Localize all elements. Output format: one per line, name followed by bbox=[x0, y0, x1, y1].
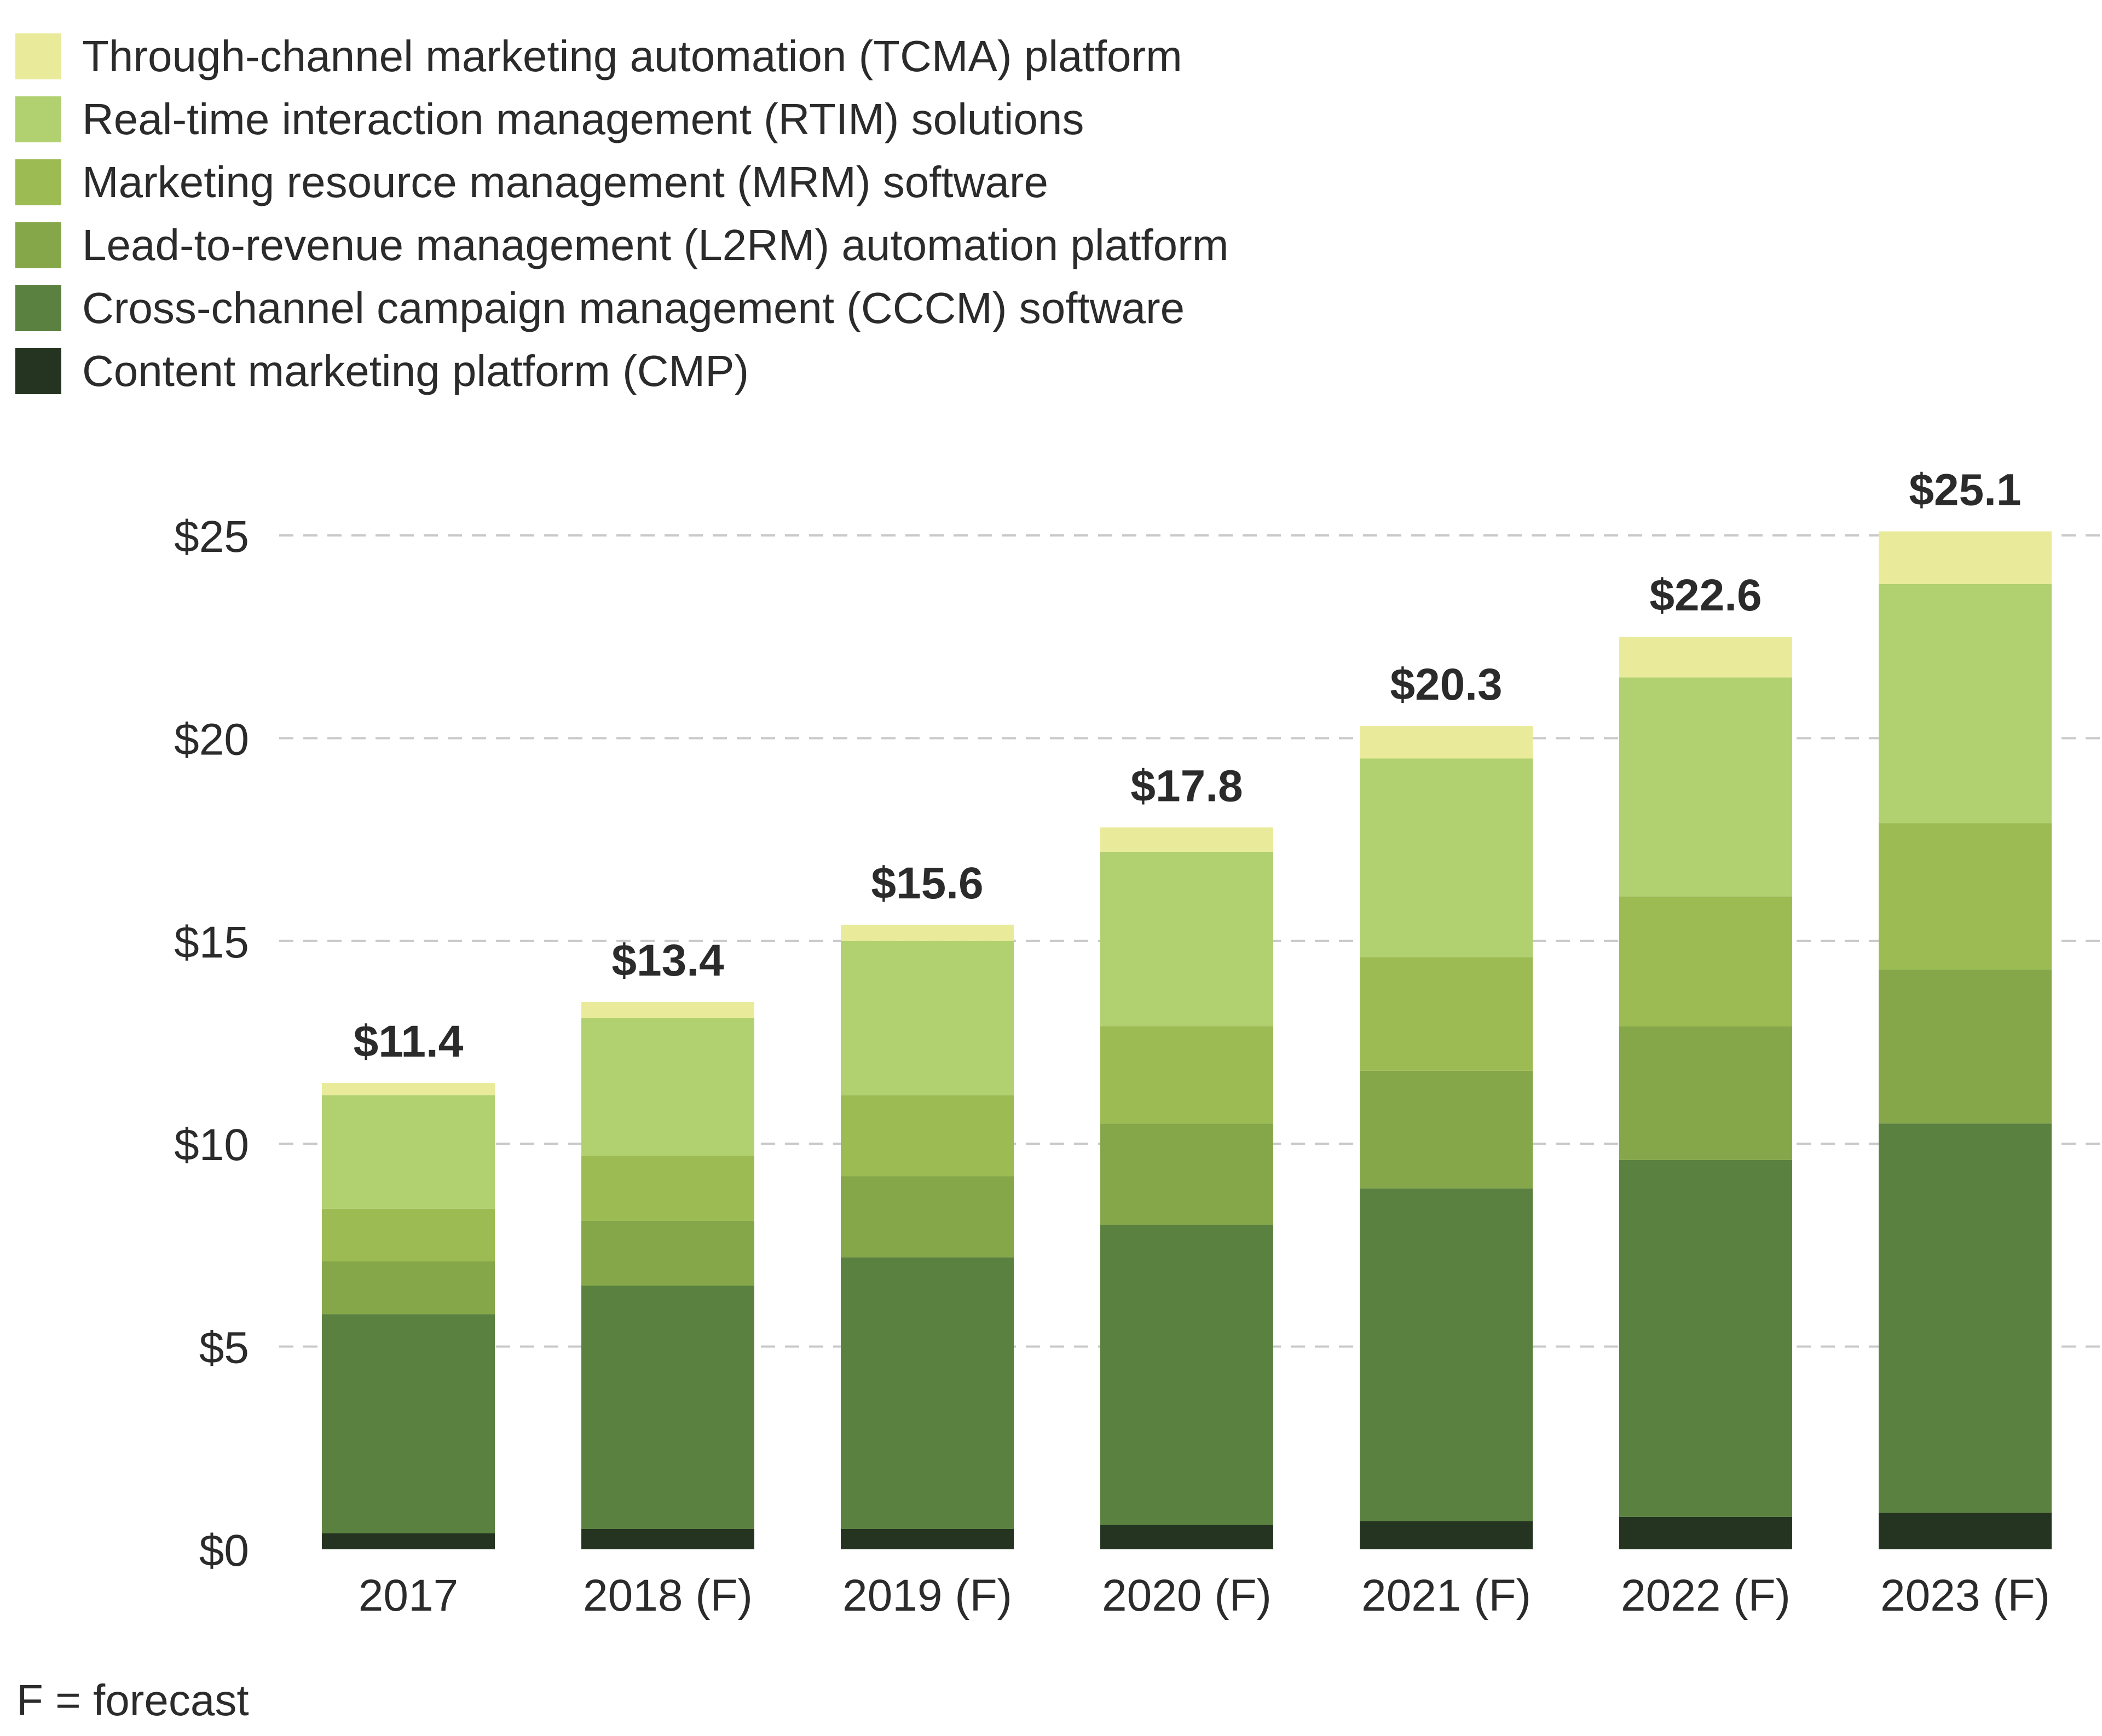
bar-total-label: $15.6 bbox=[871, 858, 983, 908]
bar-segment bbox=[841, 1095, 1014, 1176]
bar-segment bbox=[841, 1529, 1014, 1549]
legend-swatch bbox=[15, 33, 61, 79]
bar-segment bbox=[1100, 1026, 1273, 1124]
bar-segment bbox=[1619, 677, 1792, 897]
legend-label: Content marketing platform (CMP) bbox=[82, 346, 749, 395]
legend-swatch bbox=[15, 96, 61, 142]
bar-segment bbox=[1619, 1026, 1792, 1160]
bar-segment bbox=[1619, 637, 1792, 678]
bar-total-label: $22.6 bbox=[1649, 570, 1762, 620]
legend-swatch bbox=[15, 285, 61, 331]
legend-swatch bbox=[15, 222, 61, 268]
bar-segment bbox=[581, 1001, 754, 1018]
legend: Through-channel marketing automation (TC… bbox=[15, 25, 1228, 402]
legend-label: Marketing resource management (MRM) soft… bbox=[82, 157, 1049, 206]
legend-label: Through-channel marketing automation (TC… bbox=[82, 31, 1182, 80]
bar-segment bbox=[1360, 1070, 1533, 1189]
bar-segment bbox=[322, 1261, 495, 1314]
bar-segment bbox=[1100, 1225, 1273, 1525]
bar-segment bbox=[1619, 896, 1792, 1026]
bar-segment bbox=[841, 941, 1014, 1095]
bar-segment bbox=[1360, 957, 1533, 1071]
bar-segment bbox=[322, 1208, 495, 1262]
bar-segment bbox=[322, 1083, 495, 1095]
bar-segment bbox=[841, 1176, 1014, 1258]
bar-segment bbox=[581, 1220, 754, 1286]
bar-segment bbox=[581, 1529, 754, 1549]
bar-segment bbox=[1360, 1188, 1533, 1521]
bar-segment bbox=[1879, 1513, 2052, 1549]
legend-label: Cross-channel campaign management (CCCM)… bbox=[82, 283, 1185, 332]
bar-segment bbox=[1879, 531, 2052, 584]
bar-segment bbox=[1879, 1123, 2052, 1513]
bar-segment bbox=[1360, 726, 1533, 759]
bar-segment bbox=[1879, 969, 2052, 1124]
bar-segment bbox=[1360, 1521, 1533, 1549]
legend-item: Cross-channel campaign management (CCCM)… bbox=[15, 276, 1228, 339]
bar-segment bbox=[1100, 1123, 1273, 1225]
x-tick-label: 2023 (F) bbox=[1880, 1571, 2050, 1620]
footnote: F = forecast bbox=[16, 1676, 249, 1725]
legend-item: Through-channel marketing automation (TC… bbox=[15, 25, 1228, 88]
bar-segment bbox=[1879, 584, 2052, 823]
y-tick-label: $10 bbox=[174, 1120, 249, 1170]
x-tick-label: 2019 (F) bbox=[842, 1571, 1012, 1620]
bar-segment bbox=[1879, 823, 2052, 970]
bar-segment bbox=[581, 1018, 754, 1156]
bar-segment bbox=[581, 1285, 754, 1529]
bar-segment bbox=[1100, 851, 1273, 1026]
bar-segment bbox=[841, 1257, 1014, 1529]
bar-total-label: $20.3 bbox=[1390, 660, 1502, 710]
y-tick-label: $5 bbox=[199, 1323, 249, 1373]
bar-segment bbox=[1619, 1160, 1792, 1517]
x-tick-label: 2022 (F) bbox=[1621, 1571, 1791, 1620]
x-tick-label: 2017 bbox=[359, 1571, 458, 1620]
legend-item: Marketing resource management (MRM) soft… bbox=[15, 151, 1228, 214]
legend-item: Real-time interaction management (RTIM) … bbox=[15, 88, 1228, 151]
bar-total-label: $11.4 bbox=[354, 1017, 464, 1066]
bar-segment bbox=[1619, 1516, 1792, 1549]
bar-segment bbox=[581, 1156, 754, 1221]
y-tick-label: $25 bbox=[174, 512, 249, 562]
bar-segment bbox=[1100, 827, 1273, 852]
bar-segment bbox=[322, 1533, 495, 1549]
bar-segment bbox=[322, 1314, 495, 1533]
x-tick-label: 2021 (F) bbox=[1361, 1571, 1531, 1620]
y-tick-label: $15 bbox=[174, 918, 249, 967]
legend-item: Lead-to-revenue management (L2RM) automa… bbox=[15, 214, 1228, 276]
legend-swatch bbox=[15, 348, 61, 394]
bar-segment bbox=[841, 925, 1014, 941]
legend-item: Content marketing platform (CMP) bbox=[15, 339, 1228, 402]
x-tick-label: 2018 (F) bbox=[583, 1571, 753, 1620]
y-tick-label: $0 bbox=[199, 1526, 249, 1576]
legend-label: Lead-to-revenue management (L2RM) automa… bbox=[82, 220, 1229, 269]
bar-total-label: $25.1 bbox=[1909, 465, 2021, 515]
legend-label: Real-time interaction management (RTIM) … bbox=[82, 94, 1084, 143]
bar-segment bbox=[1360, 758, 1533, 958]
legend-swatch bbox=[15, 159, 61, 205]
x-tick-label: 2020 (F) bbox=[1102, 1571, 1272, 1620]
bar-segment bbox=[1100, 1525, 1273, 1549]
bar-total-label: $13.4 bbox=[611, 936, 724, 985]
bar-total-label: $17.8 bbox=[1130, 761, 1243, 811]
bar-segment bbox=[322, 1095, 495, 1209]
y-tick-label: $20 bbox=[174, 714, 249, 764]
